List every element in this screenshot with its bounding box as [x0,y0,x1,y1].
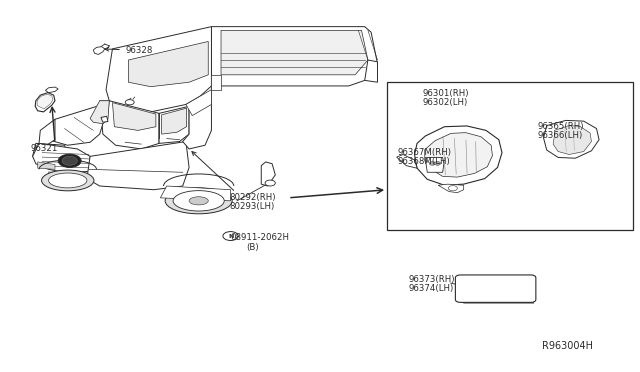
Polygon shape [162,108,186,134]
Polygon shape [221,31,368,75]
FancyBboxPatch shape [456,275,536,302]
Polygon shape [426,157,444,172]
Polygon shape [211,27,378,86]
Text: 96328: 96328 [125,46,152,55]
Circle shape [58,154,81,167]
Bar [387,82,633,231]
Polygon shape [113,103,156,131]
Ellipse shape [49,173,87,188]
Polygon shape [543,121,599,158]
Ellipse shape [173,190,224,211]
Polygon shape [415,126,502,185]
Polygon shape [438,184,464,193]
Text: 96367M(RH): 96367M(RH) [398,148,452,157]
Circle shape [62,156,77,165]
Polygon shape [161,186,230,201]
Polygon shape [129,41,208,87]
Polygon shape [261,162,275,186]
Polygon shape [35,93,55,112]
Polygon shape [425,133,492,177]
Circle shape [265,180,275,186]
Text: (B): (B) [246,243,259,251]
Text: 96365(RH): 96365(RH) [537,122,584,131]
Ellipse shape [189,197,208,205]
Ellipse shape [165,188,232,214]
Polygon shape [365,60,378,82]
Text: 96301(RH): 96301(RH) [422,89,468,98]
Circle shape [223,232,238,240]
Text: 08911-2062H: 08911-2062H [230,233,289,243]
Circle shape [429,161,436,165]
Polygon shape [90,101,109,124]
Text: 96321: 96321 [31,144,58,153]
Polygon shape [37,94,53,109]
Polygon shape [45,87,58,93]
Polygon shape [159,106,189,143]
Polygon shape [87,141,189,190]
Polygon shape [106,27,211,112]
Polygon shape [461,299,534,303]
Text: 96302(LH): 96302(LH) [422,98,467,107]
Text: 96368M(LH): 96368M(LH) [398,157,451,166]
Text: N: N [228,234,234,238]
Polygon shape [211,75,221,90]
Text: 80292(RH): 80292(RH) [229,193,276,202]
Polygon shape [33,143,90,173]
Polygon shape [100,101,109,116]
Text: 80293(LH): 80293(LH) [229,202,275,211]
Polygon shape [33,143,68,164]
Text: 96373(RH): 96373(RH) [408,275,454,284]
Ellipse shape [42,170,94,191]
Polygon shape [186,90,211,116]
Text: 96374(LH): 96374(LH) [408,284,453,293]
Polygon shape [397,154,417,168]
Polygon shape [47,105,103,145]
Circle shape [125,100,134,105]
Circle shape [449,186,458,191]
Polygon shape [93,46,105,54]
Polygon shape [39,119,55,145]
Polygon shape [102,101,159,149]
Polygon shape [182,86,211,149]
Polygon shape [101,116,108,122]
Polygon shape [38,162,55,169]
Text: 96366(LH): 96366(LH) [537,131,582,141]
Polygon shape [49,172,70,177]
Polygon shape [553,126,591,154]
Text: R963004H: R963004H [542,341,593,351]
Circle shape [435,161,441,165]
